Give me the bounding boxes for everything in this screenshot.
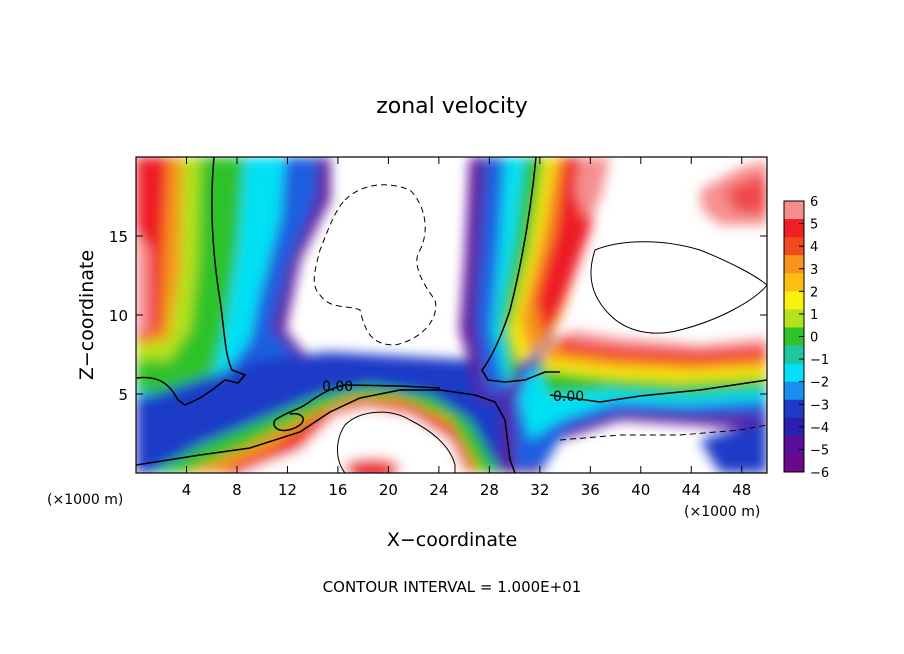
colorbar-swatch [784, 255, 804, 274]
contour-zero-right [549, 379, 767, 403]
contour-small-lower [273, 412, 304, 432]
x-tick-label: 40 [631, 481, 650, 499]
x-tick-label: 16 [328, 481, 347, 499]
colorbar-tick-label: 4 [810, 240, 818, 255]
colorbar-swatch [784, 327, 804, 347]
x-tick-label: 8 [232, 481, 242, 499]
field-br-blue [700, 420, 767, 473]
contour-zero-left [136, 157, 247, 406]
y-tick-label: 5 [118, 386, 128, 404]
x-tick-label: 24 [429, 481, 448, 499]
field-lower-white [240, 408, 465, 473]
colorbar-labels: 6 5 4 3 2 1 0 −1 −2 −3 −4 −5 −6 [799, 195, 829, 481]
x-unit-left: (×1000 m) [47, 492, 123, 508]
colorbar-swatch [784, 381, 804, 401]
x-axis-ticks: 4 8 12 16 20 24 28 32 36 40 44 48 [182, 157, 751, 499]
heatmap-field [136, 157, 767, 473]
contour-dashed-right [559, 424, 767, 441]
colorbar-swatch [784, 363, 804, 383]
colorbar-swatch [784, 237, 804, 256]
y-axis-title: Z−coordinate [76, 250, 98, 380]
y-tick-label: 15 [109, 228, 128, 246]
field-center-pink [575, 157, 610, 220]
x-tick-label: 20 [379, 481, 398, 499]
colorbar-swatch [784, 435, 804, 455]
colorbar-tick-label: −2 [810, 376, 829, 391]
colorbar [783, 200, 805, 473]
field-right-pink [570, 330, 767, 352]
colorbar-swatch [784, 417, 804, 437]
colorbar-swatch [784, 291, 804, 310]
chart-title: zonal velocity [376, 94, 528, 119]
colorbar-swatch [784, 219, 804, 238]
contour-zero-upper [274, 384, 441, 421]
y-tick-label: 10 [109, 307, 128, 325]
colorbar-tick-label: −1 [810, 353, 829, 368]
contour-solid-right [590, 241, 767, 334]
x-axis-title: X−coordinate [387, 529, 517, 551]
colorbar-swatch [784, 345, 804, 365]
x-tick-label: 28 [480, 481, 499, 499]
colorbar-tick-label: −5 [810, 443, 829, 458]
contour-label-left: 0.00 [322, 379, 353, 395]
x-tick-label: 48 [732, 481, 751, 499]
colorbar-swatch [784, 453, 804, 473]
contour-dashed-upper [313, 184, 437, 346]
colorbar-tick-label: −4 [810, 421, 829, 436]
colorbar-tick-label: 2 [810, 285, 818, 300]
field-right-red [560, 335, 767, 362]
y-axis-ticks: 5 10 15 [109, 228, 767, 404]
contour-interval-footer: CONTOUR INTERVAL = 1.000E+01 [323, 578, 582, 596]
x-unit-right: (×1000 m) [684, 504, 760, 520]
contour-lines [136, 157, 767, 473]
colorbar-swatch [784, 201, 804, 220]
colorbar-swatch [784, 399, 804, 419]
contour-zero-center [481, 157, 560, 383]
colorbar-swatch [784, 309, 804, 328]
contour-label-right: 0.00 [553, 389, 584, 405]
colorbar-tick-label: 6 [810, 195, 818, 210]
contour-zero-center-left [136, 389, 516, 473]
colorbar-tick-label: 0 [810, 331, 818, 346]
field-bottom-blob [344, 458, 400, 473]
field-right-yellow [540, 350, 767, 382]
x-tick-label: 12 [278, 481, 297, 499]
colorbar-tick-label: 1 [810, 308, 818, 323]
colorbar-tick-label: 5 [810, 218, 818, 233]
x-tick-label: 44 [682, 481, 701, 499]
colorbar-tick-label: −6 [810, 466, 829, 481]
contour-solid-lower [337, 411, 456, 473]
x-tick-label: 4 [182, 481, 192, 499]
colorbar-tick-label: 3 [810, 263, 818, 278]
field-tr-red [725, 175, 767, 215]
field-left-pink [136, 230, 150, 335]
x-tick-label: 36 [581, 481, 600, 499]
x-tick-label: 32 [530, 481, 549, 499]
colorbar-swatch [784, 273, 804, 292]
colorbar-tick-label: −3 [810, 398, 829, 413]
